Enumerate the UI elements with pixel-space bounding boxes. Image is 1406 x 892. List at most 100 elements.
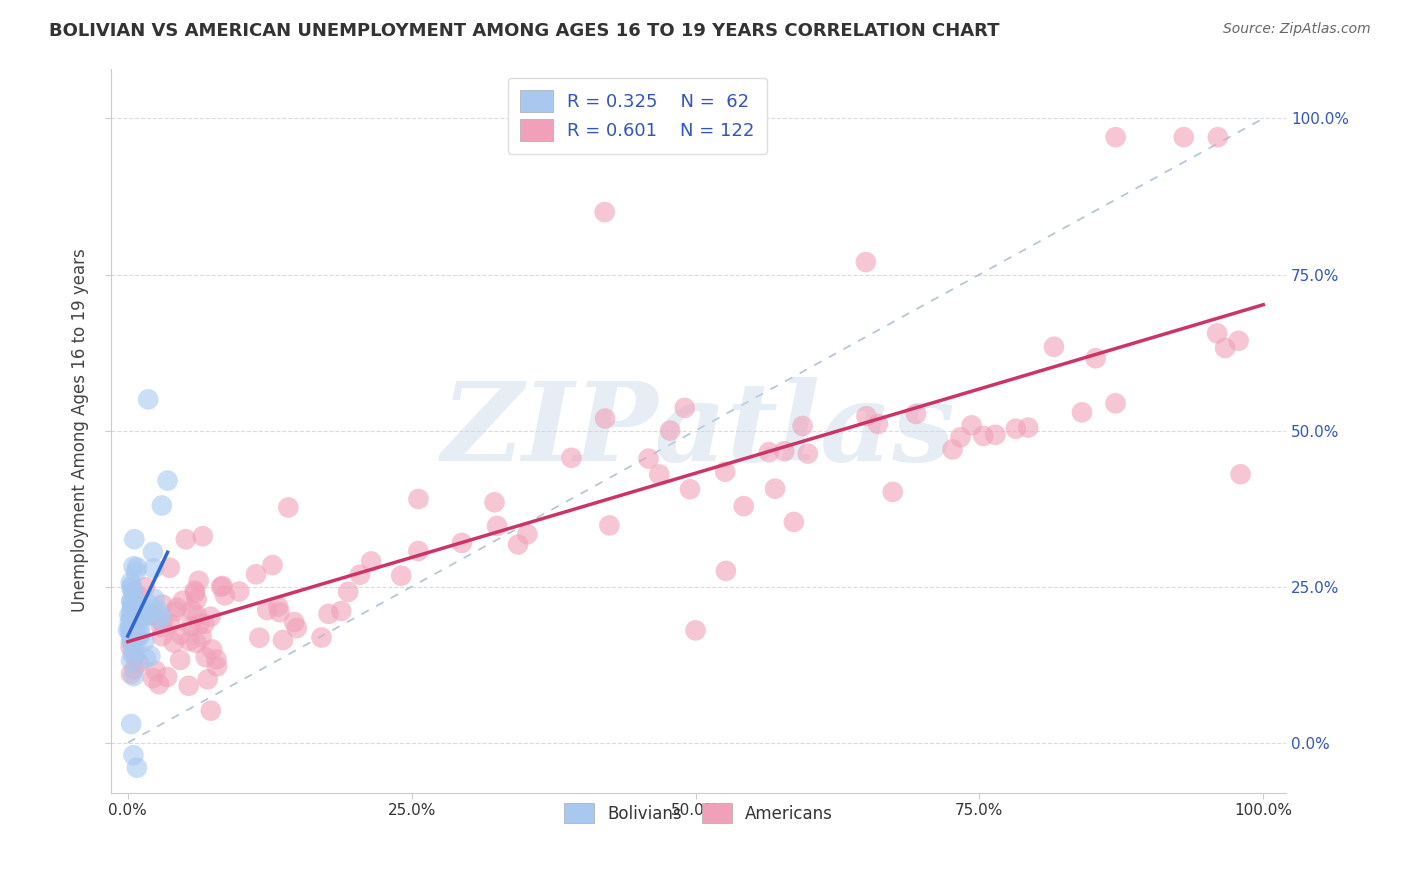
Point — [180, 619, 202, 633]
Point — [159, 616, 181, 631]
Point — [193, 616, 215, 631]
Point — [120, 623, 142, 637]
Point — [120, 582, 142, 596]
Point — [125, 611, 148, 625]
Point — [124, 612, 146, 626]
Point — [256, 603, 278, 617]
Point — [122, 584, 145, 599]
Point — [186, 592, 208, 607]
Point — [143, 592, 166, 607]
Point — [136, 392, 159, 407]
Point — [855, 409, 877, 424]
Point — [758, 445, 780, 459]
Point — [122, 669, 145, 683]
Point — [122, 559, 145, 574]
Point — [150, 629, 173, 643]
Point — [121, 598, 143, 612]
Point — [148, 677, 170, 691]
Point — [1173, 130, 1195, 145]
Point — [714, 564, 737, 578]
Point — [960, 418, 983, 433]
Point — [205, 652, 228, 666]
Point — [142, 561, 165, 575]
Point — [763, 482, 786, 496]
Point — [165, 604, 187, 618]
Point — [118, 622, 141, 636]
Point — [408, 491, 430, 506]
Point — [121, 602, 143, 616]
Point — [1104, 396, 1126, 410]
Point — [120, 609, 142, 624]
Point — [142, 671, 165, 685]
Point — [121, 612, 143, 626]
Point — [1004, 422, 1026, 436]
Point — [1213, 341, 1236, 355]
Text: Source: ZipAtlas.com: Source: ZipAtlas.com — [1223, 22, 1371, 37]
Point — [181, 603, 204, 617]
Point — [200, 704, 222, 718]
Point — [486, 519, 509, 533]
Point — [1206, 130, 1229, 145]
Point — [792, 419, 814, 434]
Point — [125, 634, 148, 648]
Point — [121, 605, 143, 619]
Point — [142, 545, 165, 559]
Point — [141, 608, 163, 623]
Point — [124, 609, 146, 624]
Point — [152, 616, 174, 631]
Point — [127, 630, 149, 644]
Point — [882, 484, 904, 499]
Point — [211, 579, 233, 593]
Point — [904, 407, 927, 421]
Point — [120, 640, 142, 655]
Point — [201, 642, 224, 657]
Point — [209, 580, 232, 594]
Point — [124, 662, 146, 676]
Point — [159, 561, 181, 575]
Point — [124, 532, 146, 546]
Point — [135, 608, 157, 623]
Point — [598, 518, 620, 533]
Point — [267, 599, 290, 614]
Point — [125, 565, 148, 579]
Point — [1104, 130, 1126, 145]
Point — [170, 628, 193, 642]
Text: ZIPatlas: ZIPatlas — [441, 376, 955, 484]
Point — [247, 631, 270, 645]
Point — [389, 568, 412, 582]
Point — [129, 602, 152, 616]
Point — [129, 627, 152, 641]
Point — [183, 583, 205, 598]
Point — [146, 603, 169, 617]
Point — [197, 673, 219, 687]
Point — [134, 634, 156, 648]
Point — [124, 648, 146, 663]
Point — [783, 515, 806, 529]
Point — [156, 670, 179, 684]
Point — [283, 615, 305, 629]
Point — [127, 599, 149, 613]
Point — [318, 607, 340, 621]
Point — [648, 467, 671, 482]
Point — [122, 607, 145, 621]
Point — [177, 679, 200, 693]
Point — [972, 429, 994, 443]
Point — [685, 624, 707, 638]
Point — [128, 612, 150, 626]
Point — [129, 618, 152, 632]
Point — [139, 648, 162, 663]
Point — [733, 499, 755, 513]
Point — [134, 580, 156, 594]
Point — [637, 451, 659, 466]
Point — [285, 621, 308, 635]
Point — [128, 656, 150, 670]
Point — [169, 653, 191, 667]
Point — [277, 500, 299, 515]
Point — [174, 533, 197, 547]
Point — [188, 617, 211, 632]
Point — [135, 651, 157, 665]
Point — [271, 633, 294, 648]
Point — [122, 748, 145, 763]
Point — [1084, 351, 1107, 366]
Point — [138, 597, 160, 611]
